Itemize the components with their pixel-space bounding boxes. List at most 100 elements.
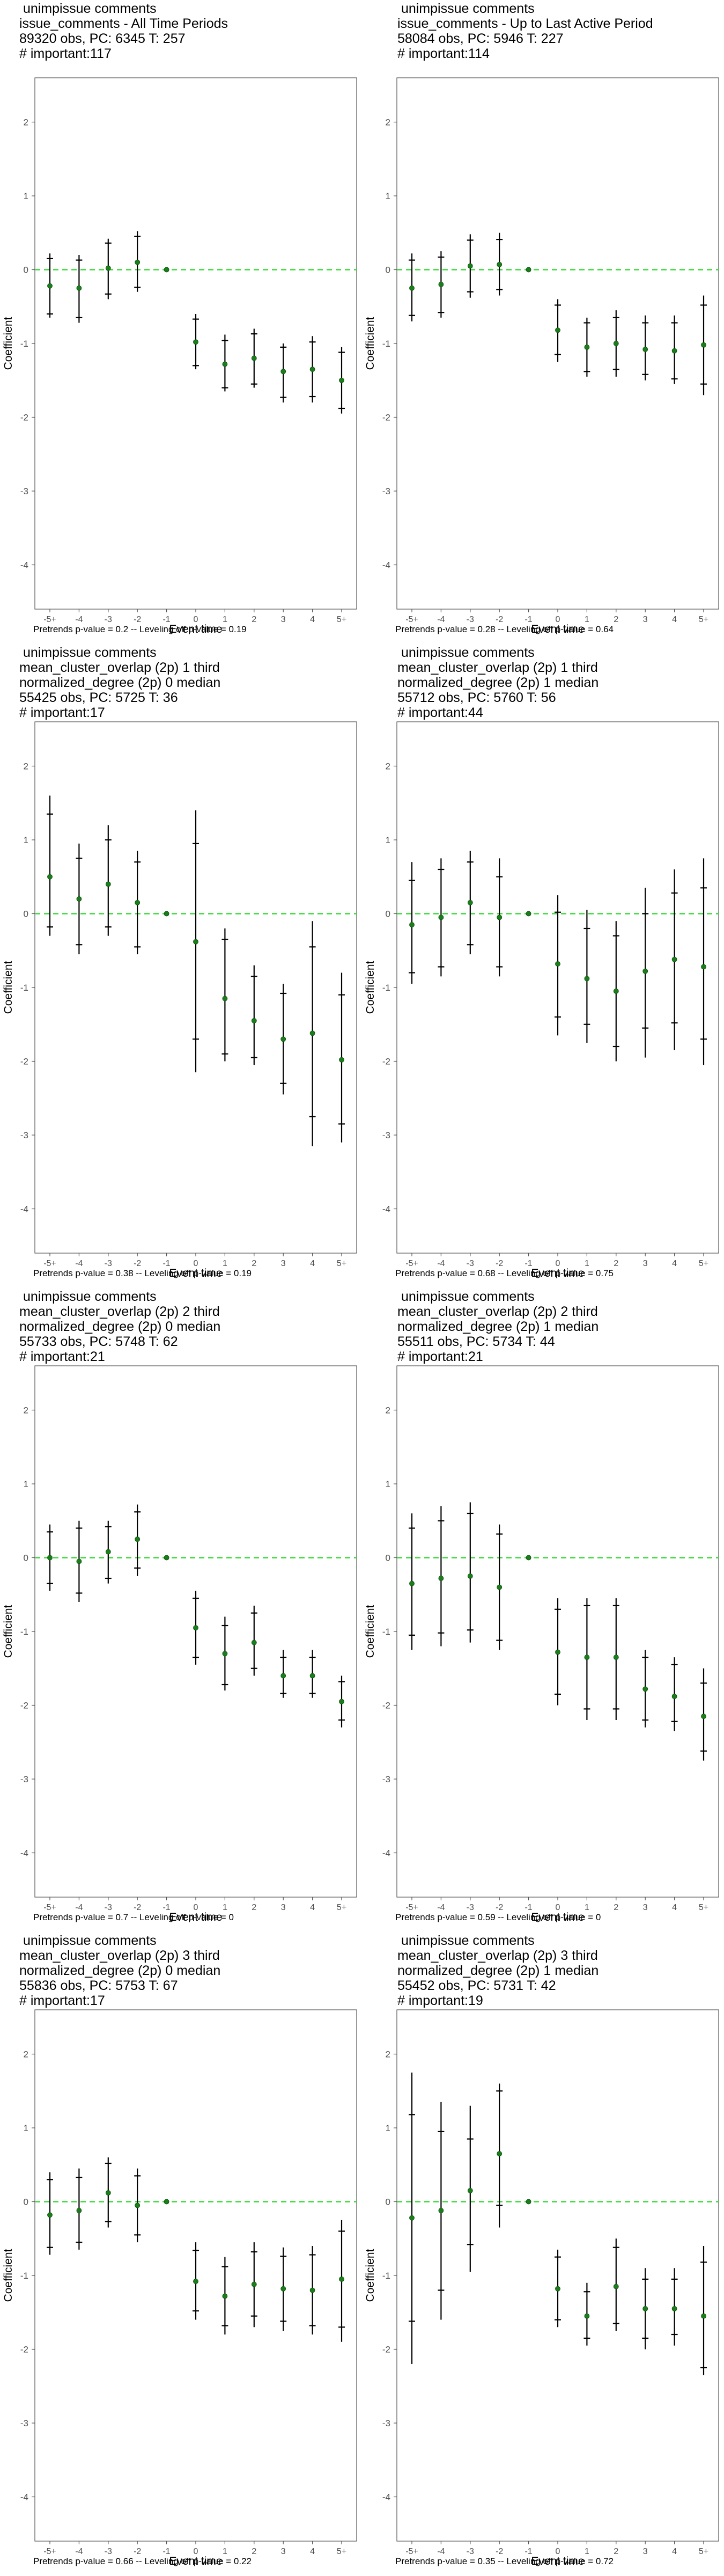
chart-title-line: 55836 obs, PC: 5753 T: 67 — [19, 1978, 178, 1993]
chart-title-line: mean_cluster_overlap (2p) 1 third — [397, 660, 598, 675]
coefficient-point — [584, 344, 590, 350]
y-tick-label: -1 — [20, 1627, 28, 1637]
x-tick-label: 5+ — [337, 1259, 346, 1268]
coefficient-point — [584, 1655, 590, 1660]
coefficient-point — [222, 1651, 228, 1657]
y-tick-label: 0 — [24, 1553, 28, 1563]
x-tick-label: 2 — [614, 1903, 618, 1912]
chart-title-line: normalized_degree (2p) 1 median — [397, 1963, 599, 1978]
y-tick-label: 2 — [386, 2050, 390, 2060]
x-tick-label: 3 — [281, 1903, 286, 1912]
x-tick-label: 4 — [310, 2547, 315, 2556]
x-tick-label: 2 — [614, 615, 618, 624]
coefficient-point — [438, 282, 444, 287]
coefficient-point — [76, 285, 82, 291]
x-tick-label: -4 — [75, 1903, 83, 1912]
chart-panel-4: unimpissue comments mean_cluster_overlap … — [362, 644, 724, 1288]
x-tick-label: -2 — [496, 1259, 503, 1268]
y-tick-label: -3 — [20, 2418, 28, 2428]
y-tick-label: 0 — [386, 265, 390, 275]
y-tick-label: 0 — [24, 2197, 28, 2207]
coefficient-point — [193, 939, 198, 945]
coefficient-plot: 2 1 0 -1 -2 -3 -4 -5+ -4 -3 -2 -1 0 1 2 3 4 5+ Event time C… — [364, 2009, 719, 2567]
x-tick-label: -5+ — [43, 615, 56, 624]
x-tick-label: -5+ — [43, 2547, 56, 2556]
y-tick-label: -4 — [20, 1848, 28, 1858]
chart-title-line: issue_comments - Up to Last Active Perio… — [397, 16, 653, 31]
y-tick-label: 0 — [24, 265, 28, 275]
x-tick-label: -1 — [524, 1903, 532, 1912]
y-tick-label: -2 — [382, 1701, 390, 1711]
x-tick-label: 3 — [281, 615, 286, 624]
chart-title-line: mean_cluster_overlap (2p) 2 third — [19, 1304, 220, 1319]
x-tick-label: -3 — [105, 1903, 112, 1912]
x-tick-label: 1 — [223, 1903, 227, 1912]
x-tick-label: 4 — [310, 615, 315, 624]
x-tick-label: -4 — [437, 2547, 445, 2556]
y-tick-label: 2 — [24, 762, 28, 772]
coefficient-point — [105, 1549, 111, 1555]
coefficient-point — [642, 1686, 648, 1692]
y-axis-title: Coefficient — [364, 317, 376, 370]
y-tick-label: -1 — [382, 983, 390, 993]
y-axis-title: Coefficient — [2, 317, 14, 370]
x-tick-label: 0 — [556, 1259, 560, 1268]
coefficient-point — [497, 1584, 503, 1590]
x-tick-label: 3 — [643, 2547, 648, 2556]
x-tick-label: -1 — [524, 1259, 532, 1268]
x-tick-label: -3 — [467, 1259, 474, 1268]
x-tick-label: 5+ — [337, 1903, 346, 1912]
chart-panel-3: unimpissue comments mean_cluster_overlap … — [0, 644, 362, 1288]
y-tick-label: 0 — [386, 2197, 390, 2207]
coefficient-point — [339, 1057, 344, 1063]
coefficient-point — [642, 968, 648, 974]
coefficient-point — [642, 2306, 648, 2311]
chart-title-line: # important:114 — [397, 46, 490, 61]
coefficient-point — [193, 1625, 198, 1631]
x-tick-label: 0 — [194, 615, 198, 624]
coefficient-point — [193, 2279, 198, 2284]
chart-title-line: # important:117 — [19, 46, 112, 61]
y-tick-label: -1 — [20, 983, 28, 993]
coefficient-point — [409, 1580, 415, 1586]
y-tick-label: 1 — [24, 2123, 28, 2133]
y-tick-label: -1 — [20, 339, 28, 349]
coefficient-point — [409, 2215, 415, 2221]
coefficient-point — [526, 2199, 531, 2205]
x-tick-label: 2 — [252, 1259, 256, 1268]
x-axis-title: Event time — [531, 623, 584, 635]
x-tick-label: -4 — [437, 615, 445, 624]
x-tick-label: 5+ — [699, 615, 708, 624]
chart-title-line: unimpissue comments — [397, 1289, 535, 1304]
x-axis-title: Event time — [169, 2555, 222, 2567]
x-tick-label: -2 — [134, 615, 141, 624]
coefficient-point — [135, 1536, 141, 1542]
coefficient-point — [339, 377, 344, 383]
y-tick-label: 2 — [24, 2050, 28, 2060]
coefficient-point — [339, 1699, 344, 1704]
x-tick-label: -4 — [75, 615, 83, 624]
pvalue-note: Pretrends p-value = 0.59 -- Leveling off… — [395, 1912, 601, 1922]
pvalue-note: Pretrends p-value = 0.68 -- Leveling off… — [395, 1268, 614, 1278]
coefficient-plot: 2 1 0 -1 -2 -3 -4 -5+ -4 -3 -2 -1 0 1 2 3 4 5+ Event time C… — [2, 1365, 357, 1923]
y-tick-label: -3 — [20, 1774, 28, 1784]
coefficient-point — [438, 1576, 444, 1581]
chart-title-line: unimpissue comments — [19, 645, 157, 660]
coefficient-plot: 2 1 0 -1 -2 -3 -4 -5+ -4 -3 -2 -1 0 1 2 3 4 5+ Event time C… — [364, 1365, 719, 1923]
y-tick-label: 2 — [386, 762, 390, 772]
chart-title: unimpissue comments mean_cluster_overlap … — [19, 1933, 220, 2008]
coefficient-point — [642, 347, 648, 352]
x-tick-label: -2 — [496, 2547, 503, 2556]
chart-title-line: normalized_degree (2p) 1 median — [397, 1319, 599, 1334]
x-axis-title: Event time — [531, 2555, 584, 2567]
coefficient-point — [526, 267, 531, 273]
coefficient-point — [105, 881, 111, 887]
chart-title: unimpissue comments mean_cluster_overlap … — [397, 645, 599, 720]
coefficient-point — [47, 1555, 53, 1561]
pvalue-note: Pretrends p-value = 0.28 -- Leveling off… — [395, 624, 614, 634]
x-tick-label: 4 — [672, 1903, 677, 1912]
pvalue-note: Pretrends p-value = 0.66 -- Leveling off… — [33, 2556, 252, 2566]
coefficient-point — [251, 1640, 257, 1645]
chart-title-line: 55452 obs, PC: 5731 T: 42 — [397, 1978, 556, 1993]
coefficient-point — [671, 1694, 677, 1699]
